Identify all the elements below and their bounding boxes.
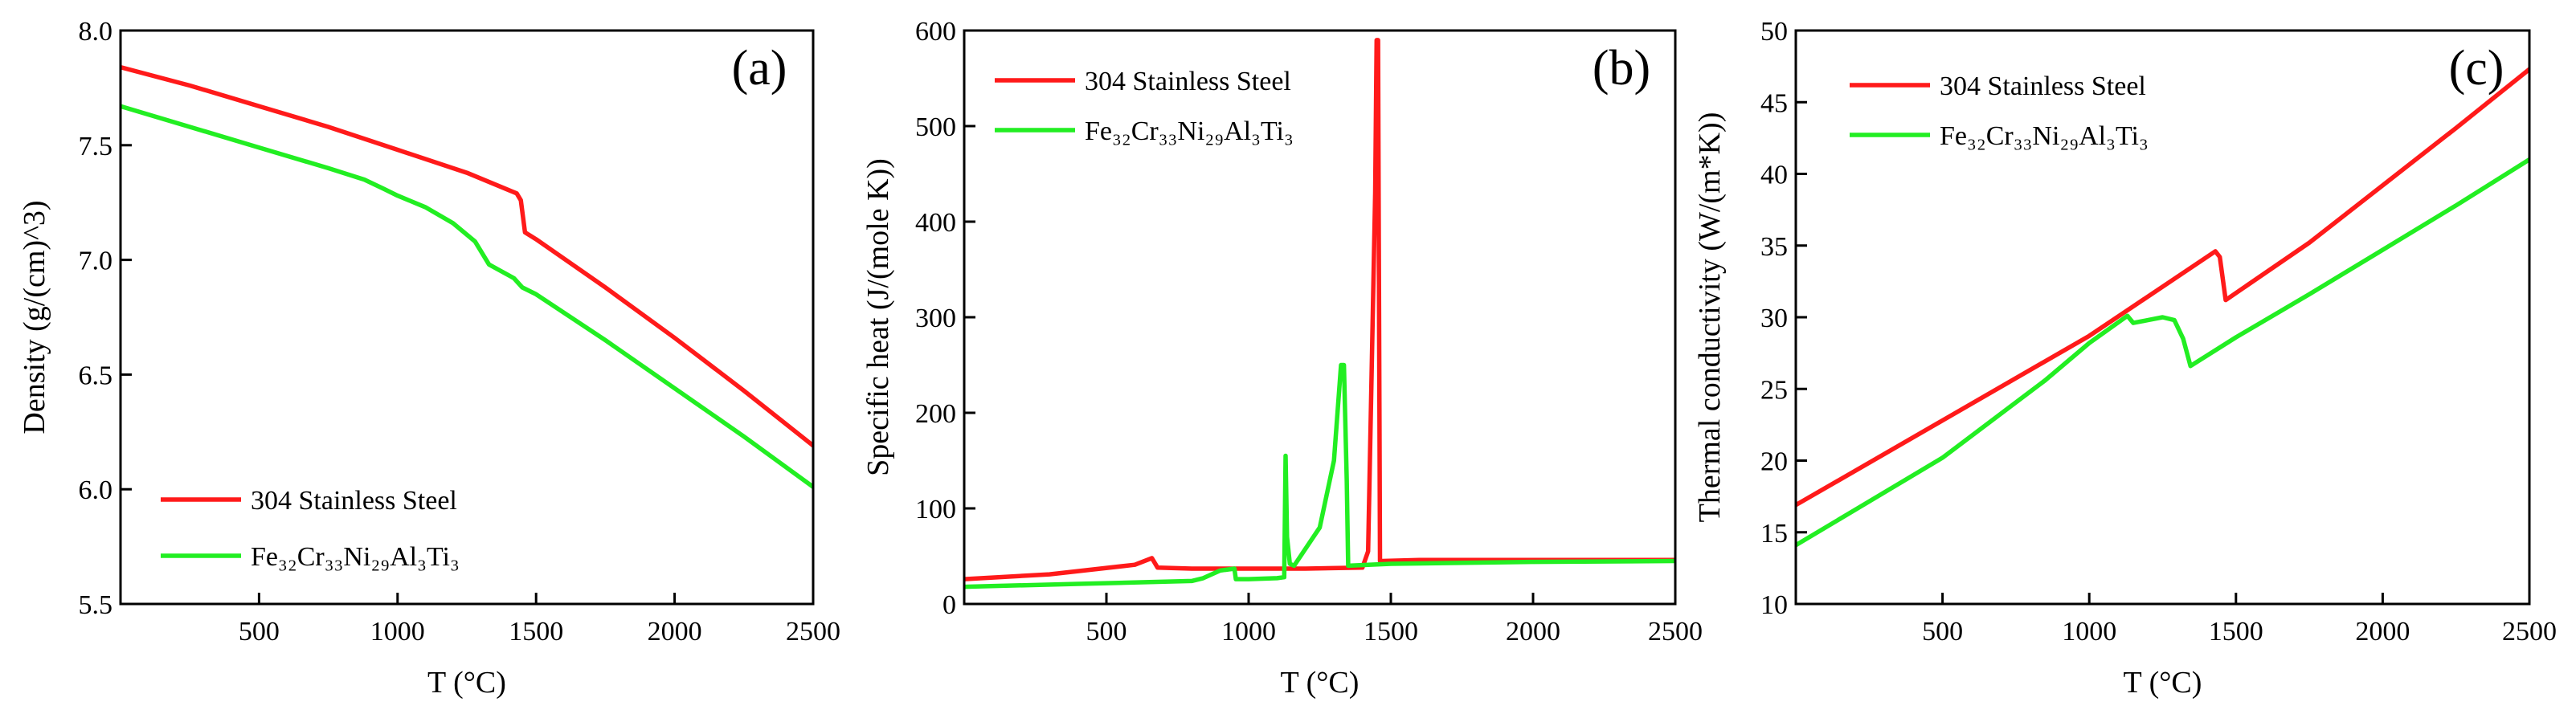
legend-label: 304 Stainless Steel [1940, 71, 2146, 101]
x-tick-label: 2000 [1506, 617, 1560, 647]
series-line-stainless-steel [1796, 67, 2529, 508]
x-axis-title: T (°C) [1281, 666, 1360, 700]
y-tick-label: 500 [915, 112, 956, 142]
series-line-stainless-steel [121, 64, 813, 448]
x-tick-label: 2500 [786, 617, 840, 647]
panel-b: 500 1000 1500 2000 2500 0 100 200 300 400 500 600 T … [861, 17, 1703, 700]
y-tick-label: 7.5 [79, 132, 113, 161]
series-line-fe-cr-ni-al-ti [1796, 157, 2529, 548]
y-tick-label: 600 [915, 17, 956, 47]
x-tick-label: 1500 [1364, 617, 1418, 647]
plot-area [121, 64, 813, 490]
y-axis-title: Specific heat (J/(mole K)) [861, 158, 895, 476]
x-tick-label: 500 [1086, 617, 1127, 647]
y-tick-label: 15 [1760, 519, 1788, 549]
panel-label: (a) [732, 41, 787, 96]
legend: 304 Stainless Steel Fe₃₂Cr₃₃Ni₂₉Al₃Ti₃ [995, 67, 1294, 146]
y-tick-label: 100 [915, 495, 956, 524]
panel-c: 500 1000 1500 2000 2500 10 15 20 25 30 35 40 45 50 T (… [1693, 17, 2557, 700]
x-tick-label: 500 [1922, 617, 1963, 647]
y-tick-label: 50 [1760, 17, 1788, 47]
legend-label: Fe₃₂Cr₃₃Ni₂₉Al₃Ti₃ [1940, 121, 2149, 151]
y-tick-label: 6.5 [79, 361, 113, 390]
series-line-fe-cr-ni-al-ti [121, 104, 813, 490]
y-axis-title: Density (g/(cm)^3) [18, 200, 51, 434]
y-tick-label: 0 [942, 590, 956, 620]
x-axis-title: T (°C) [427, 666, 506, 700]
y-tick-label: 45 [1760, 88, 1788, 118]
plot-area [1796, 67, 2529, 548]
y-tick-label: 8.0 [79, 17, 113, 47]
x-axis-title: T (°C) [2124, 666, 2202, 700]
plot-area [964, 38, 1675, 589]
y-tick-label: 7.0 [79, 247, 113, 276]
y-tick-label: 20 [1760, 447, 1788, 477]
x-tick-label: 2500 [2502, 617, 2557, 647]
x-tick-label: 1000 [1221, 617, 1276, 647]
x-tick-label: 1500 [509, 617, 563, 647]
y-tick-label: 200 [915, 399, 956, 429]
y-tick-label: 30 [1760, 304, 1788, 333]
legend-label: 304 Stainless Steel [1085, 67, 1291, 96]
x-tick-label: 500 [239, 617, 280, 647]
y-tick-label: 10 [1760, 590, 1788, 620]
x-tick-label: 2000 [2355, 617, 2410, 647]
y-tick-label: 5.5 [79, 590, 113, 620]
panel-label: (b) [1593, 41, 1650, 96]
x-tick-label: 1000 [370, 617, 425, 647]
x-tick-label: 1000 [2062, 617, 2116, 647]
panel-a: 500 1000 1500 2000 2500 5.5 6.0 6.5 7.0 7.5 8.0 T (… [18, 17, 840, 700]
series-line-stainless-steel [964, 38, 1675, 581]
panel-label: (c) [2449, 41, 2504, 96]
axes-frame [119, 29, 815, 606]
legend: 304 Stainless Steel Fe₃₂Cr₃₃Ni₂₉Al₃Ti₃ [1850, 71, 2149, 151]
legend: 304 Stainless Steel Fe₃₂Cr₃₃Ni₂₉Al₃Ti₃ [161, 486, 460, 572]
y-tick-label: 300 [915, 304, 956, 333]
x-tick-label: 2500 [1648, 617, 1703, 647]
y-tick-label: 25 [1760, 375, 1788, 405]
y-tick-label: 6.0 [79, 475, 113, 505]
y-tick-label: 35 [1760, 232, 1788, 262]
y-tick-label: 40 [1760, 161, 1788, 190]
x-tick-label: 2000 [648, 617, 702, 647]
y-tick-label: 400 [915, 208, 956, 238]
x-tick-label: 1500 [2209, 617, 2263, 647]
y-axis-title: Thermal conductivity (W/(m*K)) [1693, 112, 1727, 523]
legend-label: Fe₃₂Cr₃₃Ni₂₉Al₃Ti₃ [1085, 116, 1294, 146]
legend-label: 304 Stainless Steel [251, 486, 457, 516]
series-line-fe-cr-ni-al-ti [964, 362, 1675, 589]
legend-label: Fe₃₂Cr₃₃Ni₂₉Al₃Ti₃ [251, 542, 460, 572]
